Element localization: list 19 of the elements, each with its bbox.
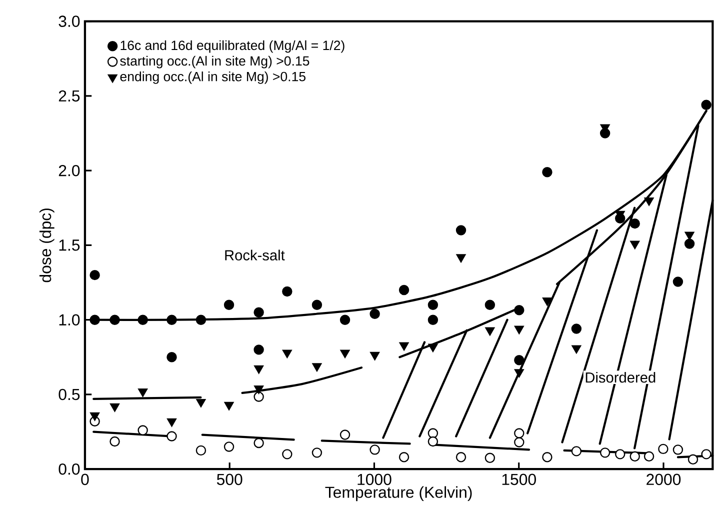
y-axis-title: dose (dpc) [39,208,54,282]
x-tick-label: 2000 [646,474,681,485]
legend-label: 16c and 16d equilibrated (Mg/Al = 1/2) [120,40,344,52]
y-tick-label: 0.0 [58,463,80,475]
x-tick-label: 0 [81,474,89,485]
y-tick-label: 1.5 [59,239,80,251]
x-tick-label: 1000 [358,474,392,485]
x-tick-label: 1500 [502,474,536,485]
x-axis-title: Temperature (Kelvin) [325,486,472,501]
y-tick-label: 3.0 [58,15,80,27]
legend-label: starting occ.(Al in site Mg) >0.15 [120,56,310,68]
x-tick-label: 500 [216,474,242,485]
y-tick-label: 0.5 [58,388,80,400]
legend-label: ending occ.(Al in site Mg) >0.15 [120,71,306,84]
y-tick-label: 1.0 [59,314,80,326]
y-tick-label: 2.0 [58,164,80,176]
annotation: Disordered [586,372,656,382]
y-tick-label: 2.5 [58,90,80,102]
annotation: Rock-salt [225,250,285,260]
